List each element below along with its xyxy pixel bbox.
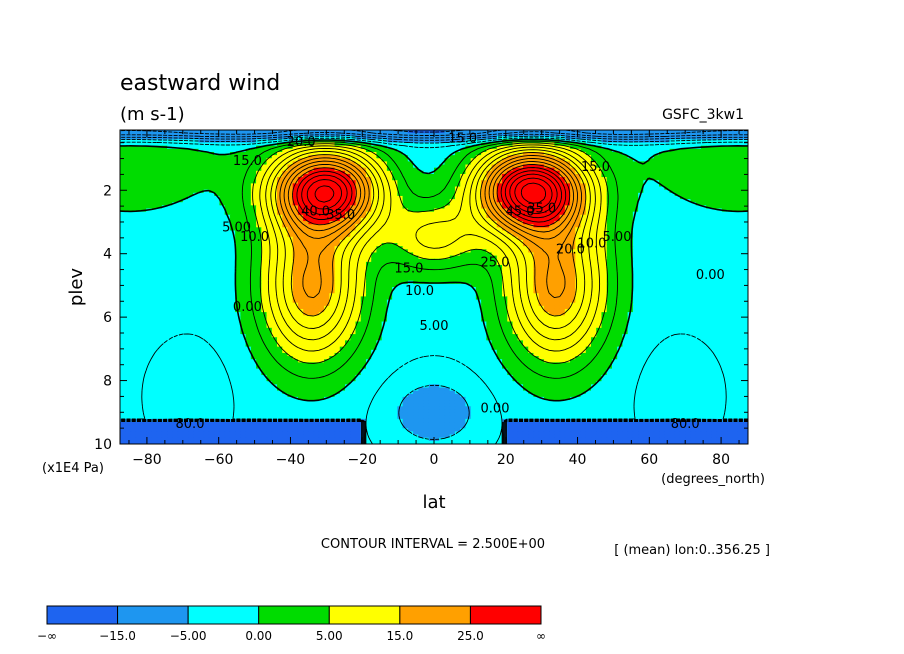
contour-label: 5.00 bbox=[603, 230, 632, 245]
contour-label: 15.0 bbox=[448, 132, 477, 147]
colorbar-swatch bbox=[399, 605, 471, 625]
contour-label: 0.00 bbox=[696, 268, 725, 283]
x-tick-label: −20 bbox=[347, 452, 377, 468]
contour-label: 5.00 bbox=[420, 319, 449, 334]
contour-label: 45.0 bbox=[506, 205, 535, 220]
colorbar-swatch bbox=[117, 605, 189, 625]
y-tick-label: 4 bbox=[103, 247, 112, 263]
chart-units: (m s-1) bbox=[120, 104, 185, 125]
colorbar-label: −5.00 bbox=[170, 629, 207, 643]
contour-label: 15.0 bbox=[233, 154, 262, 169]
x-tick-label: −60 bbox=[204, 452, 234, 468]
averaging-text: [ (mean) lon:0..356.25 ] bbox=[614, 543, 770, 558]
y-tick-label: 8 bbox=[103, 374, 112, 390]
x-axis-units: (degrees_north) bbox=[661, 472, 765, 487]
x-tick-label: 20 bbox=[497, 452, 515, 468]
x-axis-label: lat bbox=[422, 492, 445, 513]
contour-label: 10.0 bbox=[577, 236, 606, 251]
plot-area: 40.035.0 45.035.015.010.05.0025.020.010.0… bbox=[120, 130, 748, 444]
contour-label: 35.0 bbox=[326, 208, 355, 223]
y-tick-label: 2 bbox=[103, 183, 112, 199]
colorbar-label: 5.00 bbox=[316, 629, 343, 643]
colorbar-label: ∞ bbox=[536, 629, 546, 643]
contour-label: 5.00 bbox=[222, 221, 251, 236]
colorbar-swatch bbox=[258, 605, 330, 625]
colorbar-swatch bbox=[46, 605, 119, 625]
y-tick-label: 10 bbox=[94, 437, 112, 453]
contour-label: 15.0 bbox=[394, 262, 423, 277]
contour-labels: 40.035.0 45.035.015.010.05.0025.020.010.0… bbox=[176, 132, 725, 432]
x-tick-label: 0 bbox=[430, 452, 439, 468]
contour-label: 80.0 bbox=[176, 417, 205, 432]
contour-label: 35.0 bbox=[527, 202, 556, 217]
colorbar: −∞ −15.0 −5.00 0.00 5.00 15.0 25.0 ∞ bbox=[37, 605, 546, 643]
colorbar-label: 0.00 bbox=[245, 629, 272, 643]
colorbar-label: −∞ bbox=[37, 629, 57, 643]
colorbar-label: 15.0 bbox=[387, 629, 414, 643]
axis-ticks: −80 −60 −40 −20 0 20 40 60 80 2 4 6 8 10 bbox=[94, 130, 748, 468]
contour-label: 40.0 bbox=[301, 205, 330, 220]
x-tick-label: 60 bbox=[640, 452, 658, 468]
contour-label: 0.00 bbox=[233, 300, 262, 315]
colorbar-swatch bbox=[469, 605, 542, 625]
y-tick-label: 6 bbox=[103, 310, 112, 326]
contour-lines bbox=[120, 130, 748, 444]
y-axis-units: (x1E4 Pa) bbox=[42, 461, 104, 476]
colorbar-swatch bbox=[187, 605, 260, 625]
colorbar-swatch bbox=[328, 605, 401, 625]
contour-fill bbox=[120, 130, 748, 444]
contour-label: 80.0 bbox=[671, 417, 700, 432]
colorbar-label: −15.0 bbox=[99, 629, 136, 643]
x-tick-label: 80 bbox=[712, 452, 730, 468]
contour-label: 15.0 bbox=[581, 160, 610, 175]
contour-label: 0.00 bbox=[481, 401, 510, 416]
contour-label: 10.0 bbox=[240, 230, 269, 245]
colorbar-label: 25.0 bbox=[457, 629, 484, 643]
x-tick-label: 40 bbox=[569, 452, 587, 468]
contour-interval-text: CONTOUR INTERVAL = 2.500E+00 bbox=[321, 537, 545, 552]
contour-label: 20.0 bbox=[556, 243, 585, 258]
contour-label: 10.0 bbox=[405, 284, 434, 299]
contour-label: 25.0 bbox=[481, 255, 510, 270]
y-axis-label: plev bbox=[66, 268, 87, 307]
chart-title: eastward wind bbox=[120, 71, 280, 96]
x-tick-label: −40 bbox=[276, 452, 306, 468]
x-tick-label: −80 bbox=[132, 452, 162, 468]
contour-label: 20.0 bbox=[287, 135, 316, 150]
model-name: GSFC_3kw1 bbox=[662, 107, 744, 123]
